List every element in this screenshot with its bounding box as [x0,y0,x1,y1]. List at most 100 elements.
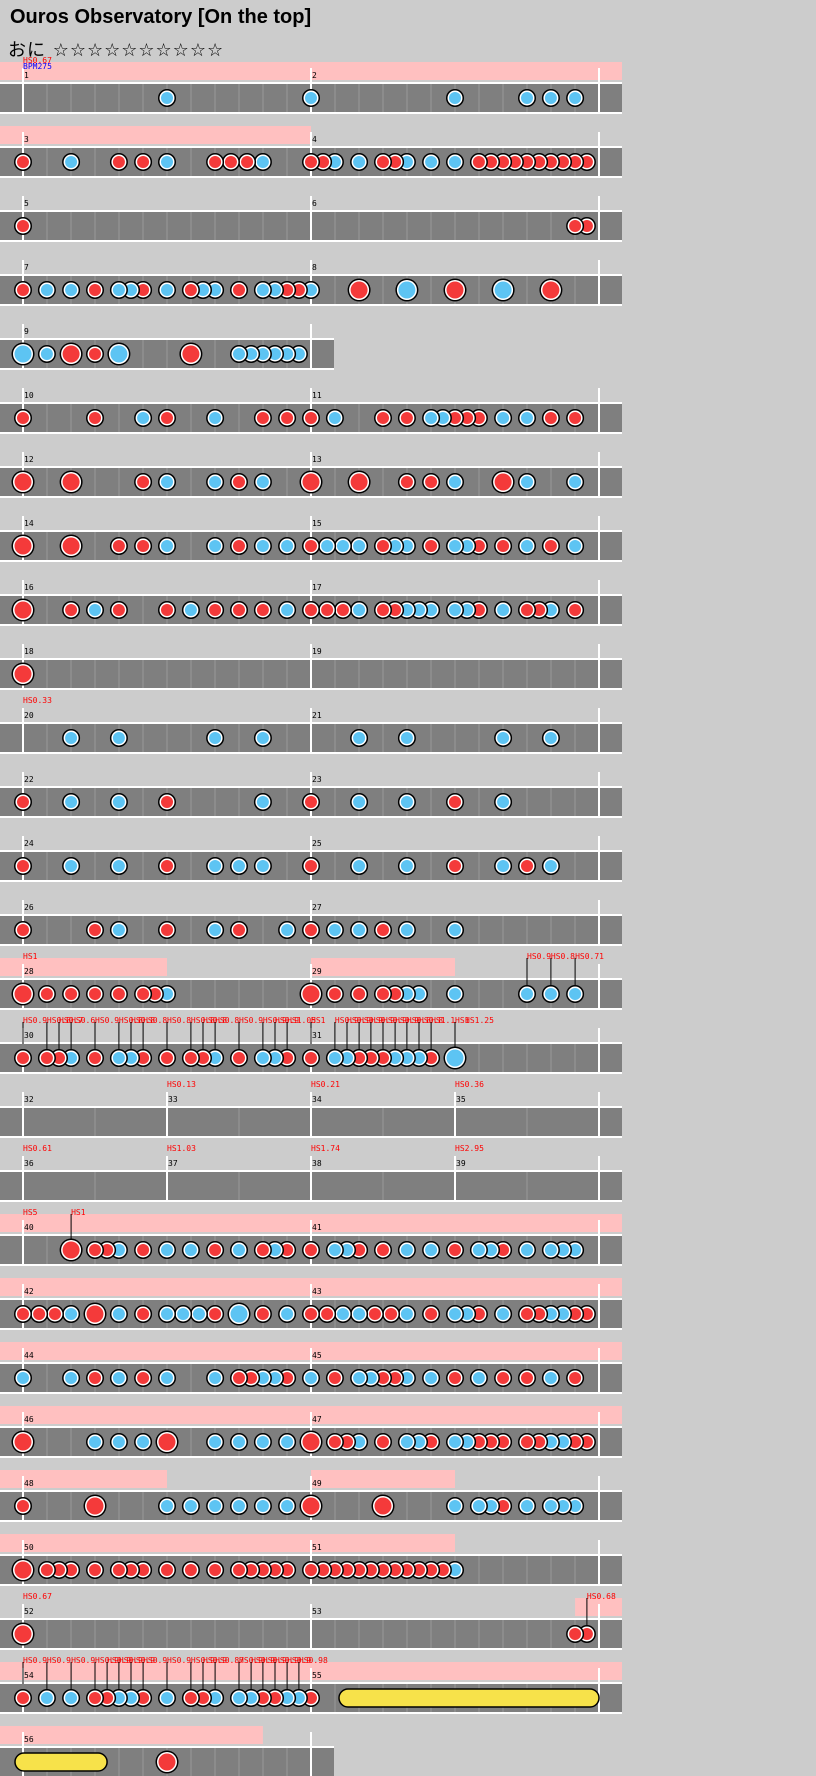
scroll-speed-label: HS1 [311,1016,326,1025]
don-note [184,284,197,296]
scroll-speed-label: HS0.98 [299,1656,328,1665]
measure-number: 4 [312,135,317,144]
don-note [497,1372,510,1384]
ka-note [161,1500,173,1512]
don-note [233,1372,245,1384]
don-note [425,540,438,552]
don-note [377,540,389,552]
scroll-speed-label: HS0.9 [383,1016,407,1025]
ka-note [89,1436,101,1448]
ka-note [209,412,222,424]
ka-note [112,796,125,808]
measure-number: 46 [24,1415,34,1424]
big-don-note [446,281,464,299]
ka-note [449,92,461,104]
big-don-note [62,537,80,555]
don-note [197,1052,209,1064]
don-note [328,1564,341,1576]
scroll-speed-label: HS2.95 [455,1144,484,1153]
measure-number: 41 [312,1223,322,1232]
ka-note [281,1692,294,1704]
don-note [17,412,29,424]
don-note [40,1564,53,1576]
ka-note [521,1500,533,1512]
don-note [241,156,254,168]
measure-number: 18 [24,647,34,656]
scroll-speed-label: HS0.9 [251,1656,275,1665]
don-note [53,1564,65,1576]
ka-note [485,1244,497,1256]
ka-note [184,1244,197,1256]
ka-note [569,988,582,1000]
don-note [449,412,461,424]
measure-number: 13 [312,455,322,464]
ka-note [281,604,294,616]
don-note [161,604,173,616]
ka-note [65,732,78,744]
ka-note [544,1308,557,1320]
don-note [17,1500,29,1512]
ka-note [521,92,533,104]
don-note [569,412,582,424]
don-note [425,476,438,488]
don-note [161,924,173,936]
measure-number: 31 [312,1031,322,1040]
ka-note [569,92,582,104]
ka-note [209,924,222,936]
don-note [137,1372,150,1384]
big-don-note [542,281,560,299]
don-note [89,988,101,1000]
don-note [209,156,222,168]
ka-note [425,156,438,168]
ka-note [413,1436,425,1448]
ka-note [353,156,366,168]
don-note [17,796,29,808]
don-note [569,604,582,616]
don-note [245,1372,258,1384]
ka-note [161,156,173,168]
ka-note [137,1436,150,1448]
don-note [425,1436,438,1448]
don-note [368,1308,381,1320]
ka-note [256,156,269,168]
measure-number: 32 [24,1095,34,1104]
ka-note [353,796,366,808]
ka-note [544,1372,557,1384]
scroll-speed-label: HS0.61 [23,1144,52,1153]
big-don-note [62,345,80,363]
scroll-speed-label: HS0.68 [587,1592,616,1601]
don-note [317,156,330,168]
don-note [305,604,317,616]
measure-number: 11 [312,391,322,400]
ka-note [125,1692,137,1704]
scroll-speed-label: HS0.9 [263,1656,287,1665]
measure-number: 52 [24,1607,34,1616]
don-note [436,1564,449,1576]
don-note [580,156,593,168]
ka-note [233,348,245,360]
don-note [569,1628,582,1640]
don-note [353,1244,366,1256]
ka-note [341,1052,353,1064]
ka-note [353,1436,366,1448]
ka-note [281,348,294,360]
big-don-note [14,537,32,555]
scroll-speed-label: HS0.21 [311,1080,340,1089]
ka-note [281,1436,294,1448]
don-note [533,1308,546,1320]
don-note [184,1692,197,1704]
ka-note [269,348,281,360]
ka-note [497,732,510,744]
measure-number: 40 [24,1223,34,1232]
don-note [269,1564,281,1576]
don-note [89,1564,101,1576]
ka-note [544,1244,557,1256]
ka-note [400,860,413,872]
don-note [112,1564,125,1576]
big-don-note [14,1561,32,1579]
don-note [148,988,161,1000]
big-ka-note [446,1049,464,1067]
don-note [184,1564,197,1576]
measure-number: 33 [168,1095,178,1104]
don-note [497,540,510,552]
